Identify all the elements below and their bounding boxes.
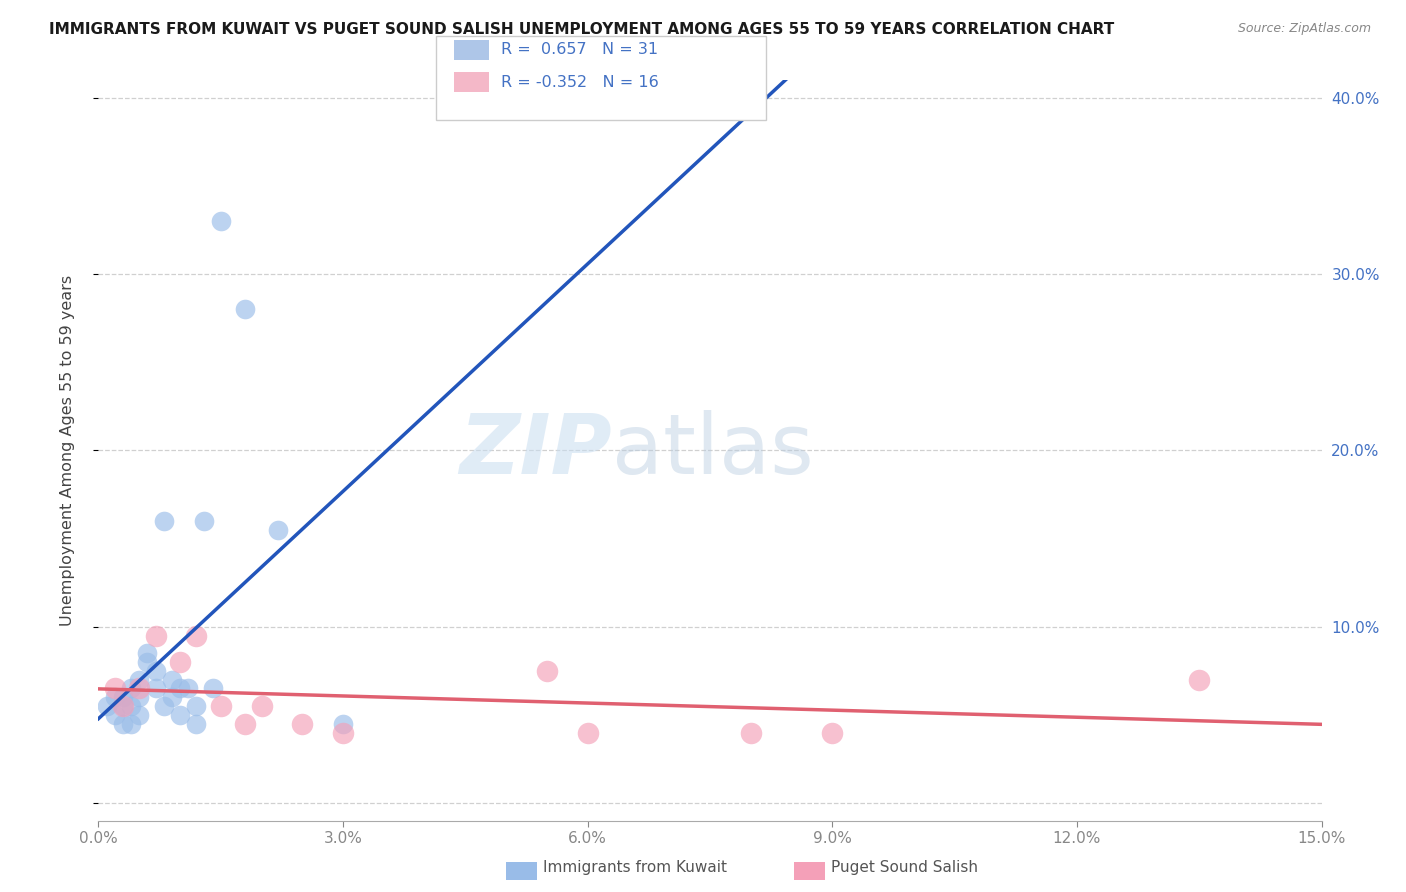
Text: Puget Sound Salish: Puget Sound Salish	[831, 860, 979, 874]
Point	[120, 699, 142, 714]
Text: ZIP: ZIP	[460, 410, 612, 491]
Point	[128, 707, 150, 722]
Y-axis label: Unemployment Among Ages 55 to 59 years: Unemployment Among Ages 55 to 59 years	[60, 275, 75, 626]
Point	[128, 690, 150, 705]
Text: R = -0.352   N = 16: R = -0.352 N = 16	[501, 75, 658, 89]
Point	[104, 681, 127, 696]
Point	[209, 699, 232, 714]
Point	[233, 716, 256, 731]
Point	[332, 725, 354, 739]
Point	[136, 646, 159, 660]
Point	[111, 699, 134, 714]
Point	[128, 681, 150, 696]
Point	[152, 514, 174, 528]
Point	[177, 681, 200, 696]
Point	[250, 699, 273, 714]
Point	[128, 673, 150, 687]
Text: Immigrants from Kuwait: Immigrants from Kuwait	[543, 860, 727, 874]
Text: atlas: atlas	[612, 410, 814, 491]
Point	[233, 302, 256, 317]
Point	[169, 655, 191, 669]
Point	[160, 673, 183, 687]
Point	[576, 725, 599, 739]
Point	[160, 690, 183, 705]
Point	[111, 716, 134, 731]
Point	[96, 699, 118, 714]
Point	[291, 716, 314, 731]
Point	[186, 716, 208, 731]
Point	[169, 681, 191, 696]
Text: R =  0.657   N = 31: R = 0.657 N = 31	[501, 43, 658, 57]
Text: Source: ZipAtlas.com: Source: ZipAtlas.com	[1237, 22, 1371, 36]
Point	[145, 628, 167, 642]
Point	[152, 699, 174, 714]
Point	[111, 690, 134, 705]
Point	[821, 725, 844, 739]
Point	[536, 664, 558, 678]
Point	[1188, 673, 1211, 687]
Point	[209, 214, 232, 228]
Point	[201, 681, 224, 696]
Point	[186, 699, 208, 714]
Point	[145, 664, 167, 678]
Point	[104, 690, 127, 705]
Point	[136, 655, 159, 669]
Point	[104, 707, 127, 722]
Point	[111, 699, 134, 714]
Point	[186, 628, 208, 642]
Point	[740, 725, 762, 739]
Text: IMMIGRANTS FROM KUWAIT VS PUGET SOUND SALISH UNEMPLOYMENT AMONG AGES 55 TO 59 YE: IMMIGRANTS FROM KUWAIT VS PUGET SOUND SA…	[49, 22, 1115, 37]
Point	[193, 514, 215, 528]
Point	[120, 716, 142, 731]
Point	[169, 707, 191, 722]
Point	[267, 523, 290, 537]
Point	[332, 716, 354, 731]
Point	[145, 681, 167, 696]
Point	[120, 681, 142, 696]
